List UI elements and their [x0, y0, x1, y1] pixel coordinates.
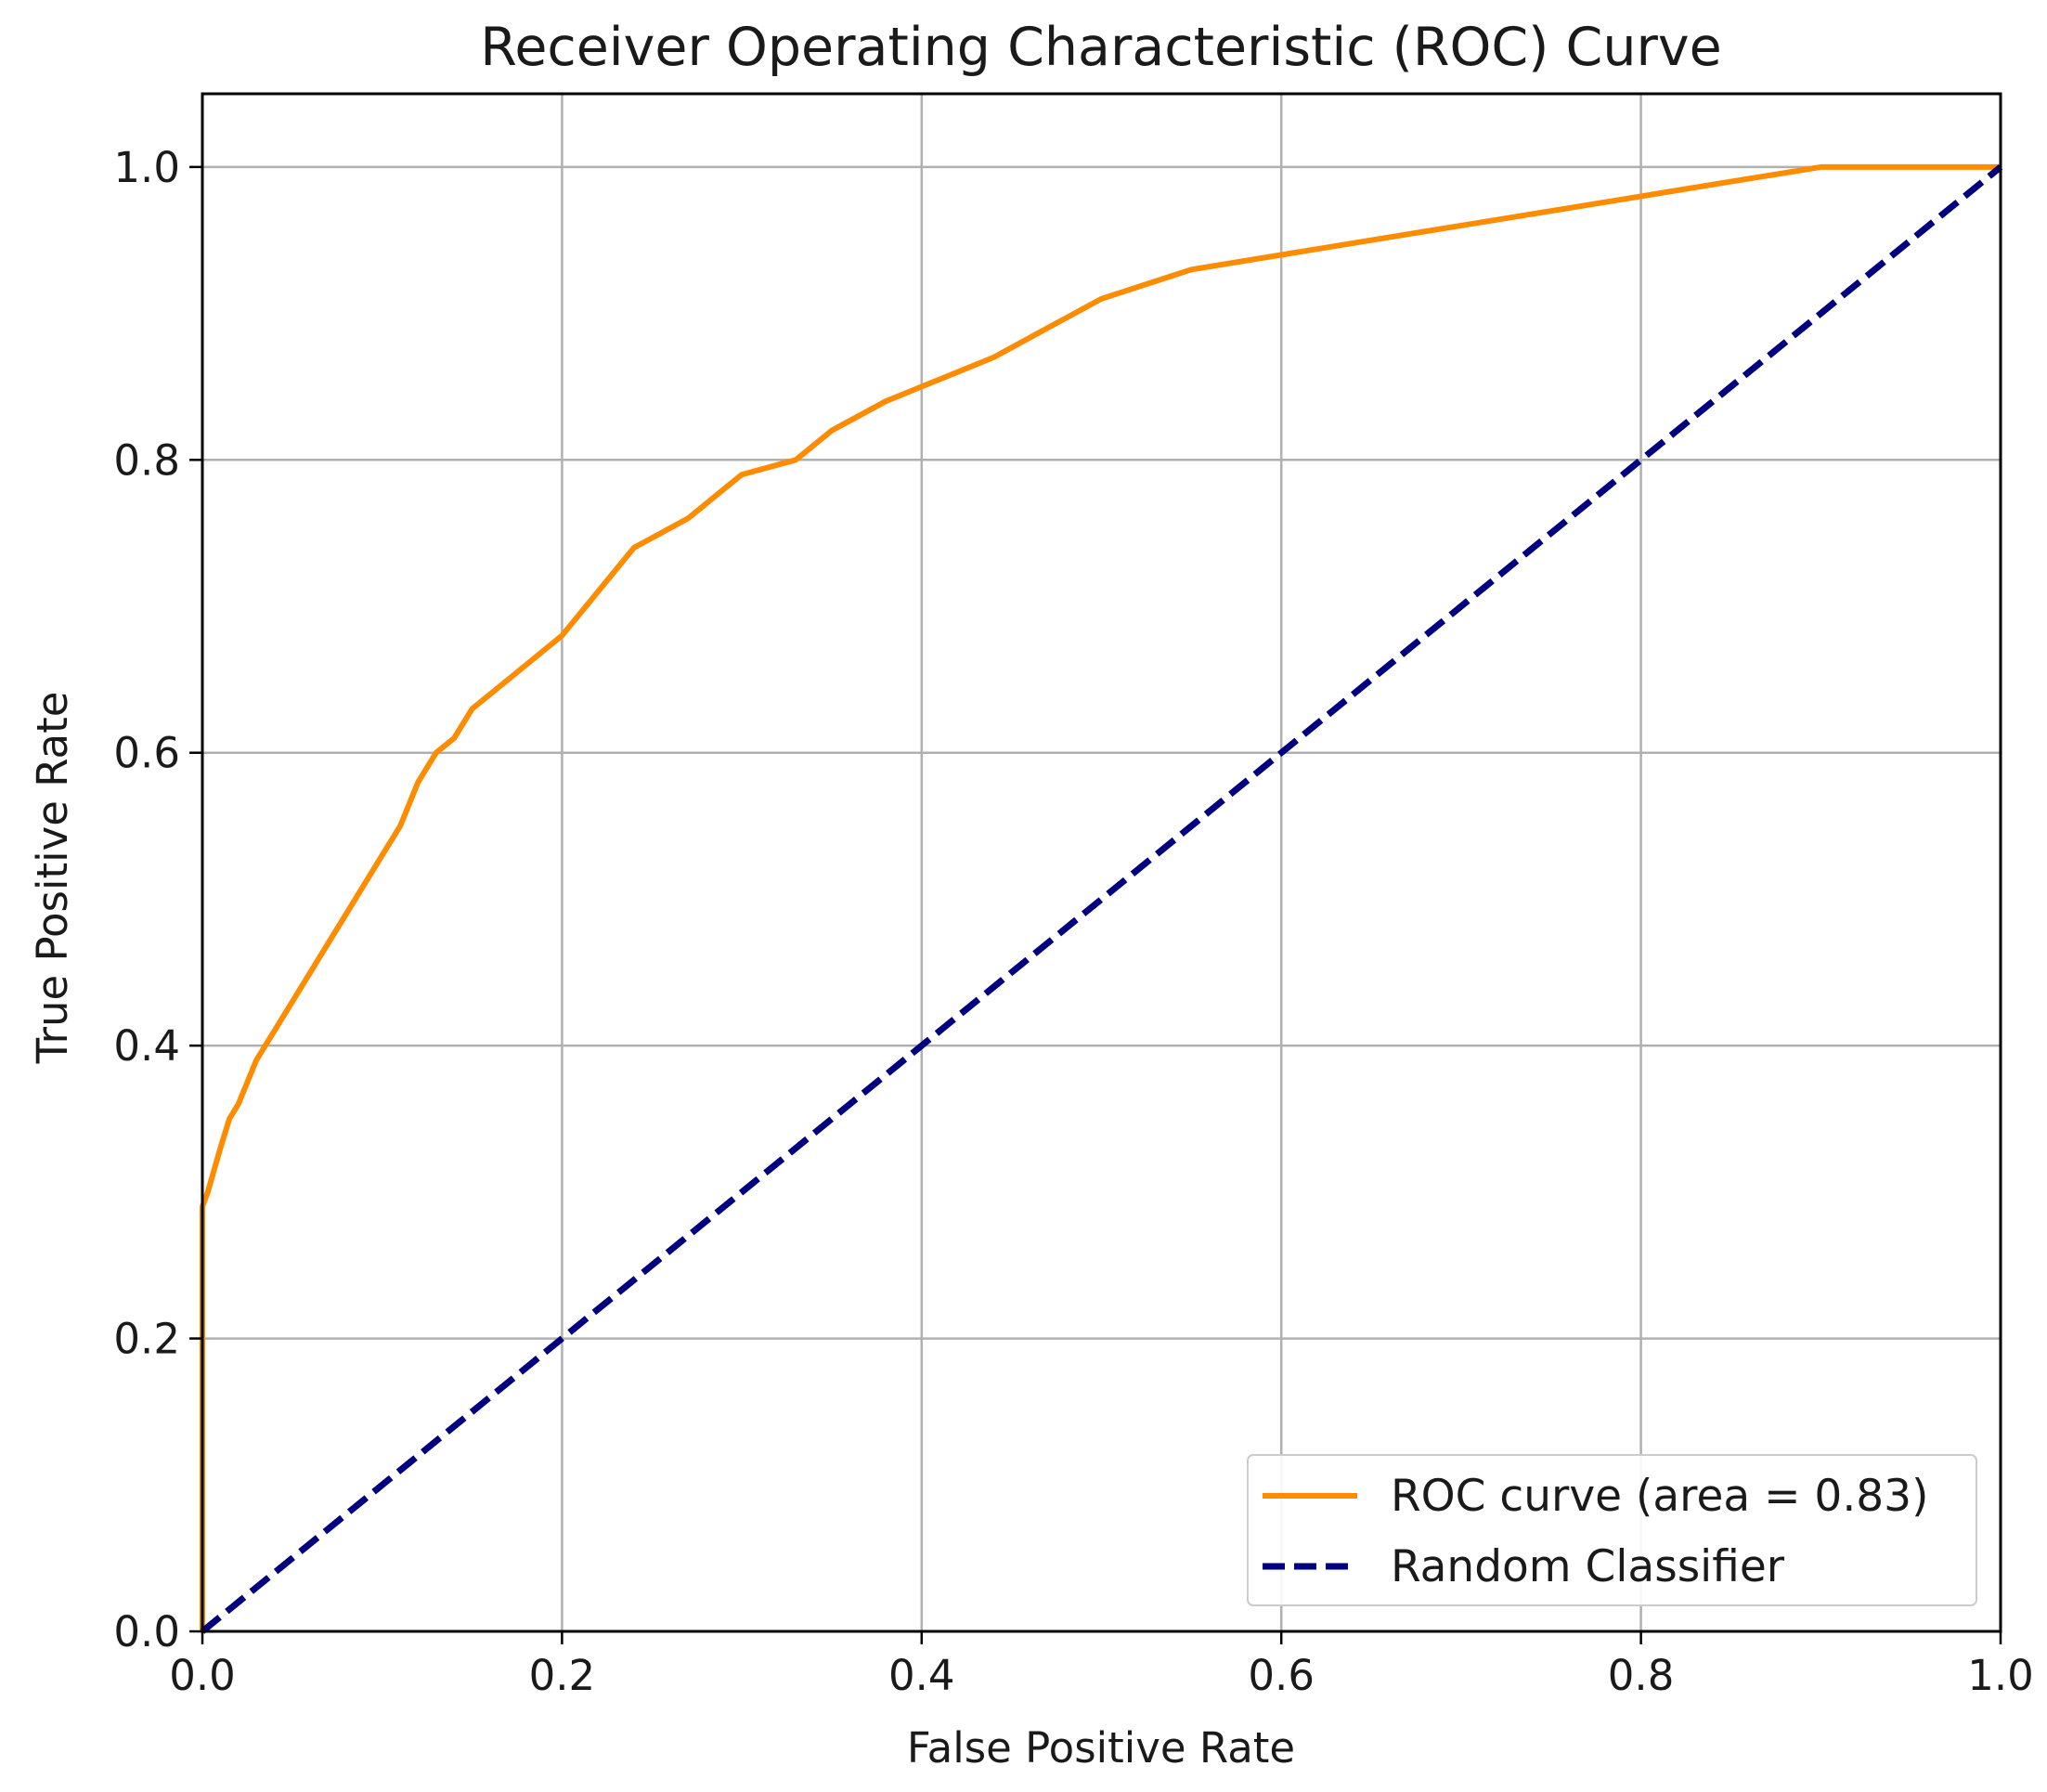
legend-label-1: Random Classifier	[1391, 1541, 1785, 1592]
plot-frame	[201, 92, 2002, 1633]
series-line-1	[200, 164, 2003, 1634]
y-tick-label: 0.8	[113, 435, 180, 485]
x-axis-label: False Positive Rate	[907, 1723, 1295, 1773]
x-tick-label: 0.4	[888, 1651, 955, 1700]
x-tick-label: 0.0	[169, 1651, 236, 1700]
series-line-0	[200, 163, 2001, 1631]
chart-title: Receiver Operating Characteristic (ROC) …	[480, 17, 1721, 78]
ticks: 0.0 0.2 0.4 0.6 0.8 1.0 0.0 0.2 0.4 0.6 0.8 1.0	[113, 143, 2033, 1700]
y-axis-label: True Positive Rate	[28, 692, 77, 1065]
y-tick-label: 0.4	[113, 1021, 180, 1071]
x-tick-label: 0.2	[529, 1651, 596, 1700]
legend-label-0: ROC curve (area = 0.83)	[1391, 1471, 1928, 1522]
y-tick-label: 0.2	[113, 1315, 180, 1364]
legend: ROC curve (area = 0.83) Random Classifier	[1247, 1454, 1977, 1606]
series-layer	[200, 163, 2003, 1634]
legend-box	[1247, 1454, 1977, 1606]
x-tick-label: 0.8	[1608, 1651, 1675, 1700]
y-tick-label: 0.0	[113, 1607, 180, 1656]
x-tick-label: 0.6	[1248, 1651, 1315, 1700]
grid	[201, 94, 2002, 1633]
y-tick-label: 1.0	[113, 143, 180, 192]
x-tick-label: 1.0	[1967, 1651, 2034, 1700]
y-tick-label: 0.6	[113, 729, 180, 778]
